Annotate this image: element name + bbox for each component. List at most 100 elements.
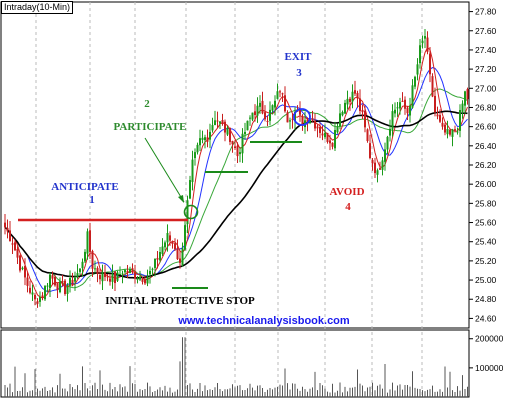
candle-body [229, 128, 231, 142]
candle-body [269, 110, 271, 121]
candle-body [287, 112, 289, 122]
candle-body [129, 269, 131, 273]
price-tick-label: 26.60 [475, 122, 497, 132]
candle-body [262, 101, 264, 113]
participate-arrow-line [145, 138, 184, 202]
candle-body [282, 93, 284, 94]
candle-body [117, 272, 119, 280]
candle-body [299, 110, 301, 115]
price-tick-label: 26.20 [475, 160, 497, 170]
candle-body [434, 96, 436, 112]
ma-short-line [5, 68, 468, 292]
candle-body [44, 286, 46, 299]
candle-body [152, 269, 154, 270]
candle-body [164, 242, 166, 247]
price-tick-label: 26.00 [475, 179, 497, 189]
candle-body [102, 272, 104, 281]
candle-body [457, 132, 459, 133]
candle-body [47, 286, 49, 287]
candle-body [414, 77, 416, 87]
candle-body [254, 111, 256, 115]
candle-body [447, 129, 449, 134]
candle-body [114, 271, 116, 283]
exit-label: EXIT [285, 51, 313, 63]
candle-body [464, 91, 466, 105]
exit-number: 3 [296, 67, 302, 79]
candle-body [59, 281, 61, 292]
candle-body [284, 95, 286, 111]
candle-body [252, 113, 254, 120]
price-tick-label: 25.60 [475, 218, 497, 228]
candle-body [84, 252, 86, 262]
participate-arrow-head [178, 195, 184, 203]
candle-body [172, 242, 174, 244]
candle-body [199, 138, 201, 145]
candle-body [109, 279, 111, 282]
avoid-label: AVOID [329, 186, 364, 198]
candle-body [462, 104, 464, 112]
candle-body [257, 106, 259, 116]
candle-body [92, 251, 94, 269]
candle-body [139, 277, 141, 280]
candle-body [232, 141, 234, 144]
candle-body [197, 145, 199, 152]
candle-body [9, 230, 11, 241]
participate-label: PARTICIPATE [114, 121, 187, 133]
candle-body [57, 283, 59, 290]
candle-body [314, 121, 316, 129]
candle-body [214, 120, 216, 125]
candle-body [467, 89, 469, 99]
candle-body [127, 271, 129, 273]
candle-body [19, 256, 21, 271]
candle-body [459, 110, 461, 131]
candle-body [32, 292, 34, 294]
candle-body [219, 121, 221, 123]
candle-body [22, 268, 24, 269]
candle-body [449, 130, 451, 135]
candle-body [319, 127, 321, 133]
candle-body [177, 249, 179, 260]
candle-body [364, 111, 366, 128]
candle-body [37, 301, 39, 304]
candle-body [354, 90, 356, 93]
candle-body [442, 123, 444, 127]
price-tick-label: 27.00 [475, 83, 497, 93]
candle-body [194, 152, 196, 158]
candle-body [274, 101, 276, 108]
candle-body [104, 273, 106, 277]
candle-body [204, 137, 206, 140]
candle-body [222, 120, 224, 124]
candle-body [7, 228, 9, 231]
volume-tick-label: 200000 [475, 334, 504, 344]
candle-body [82, 262, 84, 268]
candle-body [337, 127, 339, 133]
candle-body [429, 54, 431, 75]
candle-body [259, 103, 261, 107]
candle-body [239, 152, 241, 154]
candle-body [62, 281, 64, 283]
candle-body [417, 64, 419, 74]
candle-body [454, 129, 456, 130]
candle-body [52, 275, 54, 278]
candle-body [279, 91, 281, 92]
candle-body [397, 107, 399, 108]
candle-body [67, 287, 69, 294]
candle-body [54, 277, 56, 286]
candle-body [217, 121, 219, 122]
candle-body [69, 278, 71, 286]
candle-body [209, 132, 211, 140]
candle-body [427, 38, 429, 52]
candle-body [29, 288, 31, 293]
candle-body [87, 231, 89, 253]
candle-body [179, 259, 181, 263]
candle-body [124, 270, 126, 272]
candle-body [439, 115, 441, 122]
candle-body [382, 160, 384, 170]
candle-body [247, 121, 249, 131]
price-tick-label: 26.80 [475, 102, 497, 112]
candle-body [272, 105, 274, 110]
participate-number: 2 [144, 98, 150, 110]
candle-body [392, 111, 394, 129]
price-tick-label: 27.40 [475, 45, 497, 55]
